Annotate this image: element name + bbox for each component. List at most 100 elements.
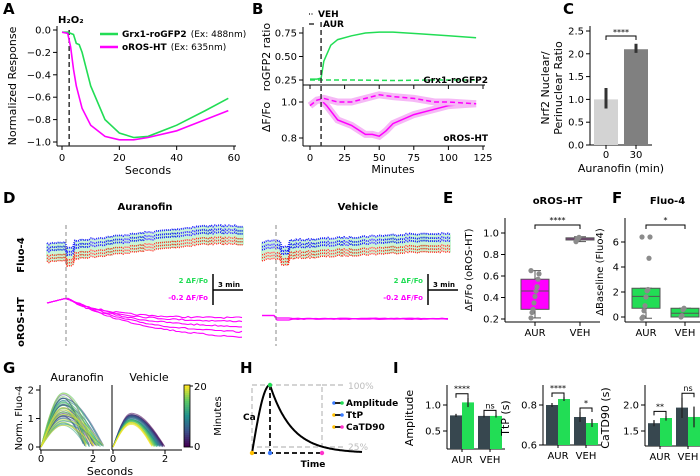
g-colorbar-segment — [184, 395, 190, 398]
h-ylabel: Ca — [243, 413, 256, 423]
h-legend-label: Amplitude — [346, 399, 398, 409]
g-ytick-label: 1 — [28, 414, 34, 425]
i-significance: **** — [550, 384, 566, 393]
f-significance-bracket — [645, 224, 686, 229]
i-bar-green — [688, 416, 700, 446]
b-upper-ytick-label: 0.25 — [275, 76, 297, 87]
g-colorbar-segment — [184, 427, 190, 430]
d-auranofin-fluo4-min-trace — [46, 236, 243, 261]
b-lower-label: oROS-HT — [443, 134, 489, 144]
g-transient-curve — [40, 409, 95, 448]
d-title-auranofin: Auranofin — [117, 202, 172, 213]
g-colorbar-segment — [184, 431, 190, 434]
g-xtick-label: 2 — [162, 454, 168, 465]
b-lower-ytick-label: 1.0 — [281, 98, 297, 109]
e-ytick-label: 0.6 — [483, 272, 499, 283]
i-significance: ns — [683, 384, 692, 393]
e-data-point — [533, 288, 539, 294]
d-scalebar-time: 3 min — [433, 281, 455, 289]
f-ytick-label: 0 — [613, 313, 619, 324]
h-legend-dot — [332, 425, 336, 429]
h-xlabel: Time — [301, 460, 326, 470]
g-colorbar-segment — [184, 393, 190, 396]
i-xtick-label: VEH — [480, 455, 501, 466]
f-xtick-label: VEH — [675, 328, 696, 339]
g-colorbar-segment — [184, 409, 190, 412]
i-bar-dark — [676, 407, 688, 446]
g-xtick-label: 0 — [110, 454, 116, 465]
e-ytick-label: 0.4 — [483, 293, 499, 304]
i-xtick-label: AUR — [547, 451, 568, 462]
panel-label: C — [563, 0, 574, 18]
c-xtick-label: 30 — [630, 150, 643, 161]
a-series-line — [61, 31, 229, 141]
e-xtick-label: AUR — [524, 328, 545, 339]
e-ytick-label: 1.0 — [483, 229, 499, 240]
a-xtick-label: 40 — [170, 153, 183, 164]
i-bar-dark — [546, 405, 558, 445]
i-significance-bracket — [483, 409, 497, 415]
c-ylabel-line1: Nrf2 Nuclear/ — [539, 51, 552, 124]
c-ytick-label: 1.5 — [568, 72, 584, 83]
g-colorbar-segment — [184, 413, 190, 416]
f-data-point — [647, 234, 653, 240]
i-ylabel: Amplitude — [403, 390, 416, 447]
g-colorbar-segment — [184, 421, 190, 424]
d-scalebar-time: 3 min — [218, 281, 240, 289]
d-auranofin-oros-trace — [46, 297, 242, 328]
a-ytick-label: −0.6 — [27, 93, 51, 104]
b-series-aur — [310, 31, 477, 80]
g-colorbar-segment — [184, 403, 190, 406]
a-legend-suffix: (Ex: 488nm) — [191, 30, 247, 40]
g-colorbar-segment — [184, 401, 190, 404]
g-colorbar-segment — [184, 397, 190, 400]
d-auranofin-fluo4-min-trace — [46, 242, 243, 267]
a-ytick-label: −0.2 — [27, 48, 51, 59]
i-ytick-label: 0.8 — [521, 401, 537, 412]
b-xtick-label: 50 — [373, 153, 386, 164]
i-ytick-label: 1.0 — [425, 401, 441, 412]
d-vehicle-fluo4-max-trace — [261, 232, 451, 249]
g-colorbar-segment — [184, 425, 190, 428]
b-legend-aur: AUR — [323, 20, 344, 30]
e-data-point — [531, 300, 537, 306]
i-bar-green — [462, 402, 474, 449]
b-legend-veh: VEH — [318, 10, 339, 20]
f-ytick-label: 2 — [613, 288, 619, 299]
h-level-100: 100% — [348, 382, 374, 392]
h-legend-dot — [340, 401, 344, 405]
a-ytick-label: −1.0 — [27, 138, 51, 149]
d-title-vehicle: Vehicle — [338, 202, 379, 213]
a-series-line — [62, 31, 229, 139]
h-legend-dot — [332, 401, 336, 405]
g-ylabel: Norm. Fluo-4 — [14, 386, 25, 451]
c-significance-bracket — [605, 35, 637, 40]
c-ytick-label: 0.5 — [568, 118, 584, 129]
g-transient-curve — [40, 392, 93, 448]
c-ytick-label: 1.0 — [568, 95, 584, 106]
e-ylabel: ΔF/Fo (oROS-HT) — [464, 228, 475, 311]
g-colorbar-segment — [184, 445, 190, 448]
a-xtick-label: 20 — [113, 153, 126, 164]
g-colorbar-segment — [184, 407, 190, 410]
e-data-point — [530, 306, 536, 312]
f-data-point — [646, 255, 652, 261]
d-vehicle-fluo4-max-trace — [261, 236, 451, 253]
h-level-25: 25% — [348, 443, 368, 453]
g-colorbar-segment — [184, 439, 190, 442]
c-bar — [624, 49, 648, 145]
e-xtick-label: VEH — [570, 328, 591, 339]
i-significance: * — [584, 399, 588, 408]
b-upper-label: Grx1-roGFP2 — [423, 76, 488, 86]
e-data-point — [535, 276, 541, 282]
e-data-point — [536, 271, 542, 277]
panel-label: A — [3, 0, 15, 18]
c-ytick-label: 2.5 — [568, 27, 584, 38]
c-xtick-label: 0 — [603, 150, 609, 161]
f-title: Fluo-4 — [650, 196, 685, 207]
b-upper-ylabel: roGFP2 ratio — [260, 23, 273, 92]
a-annotation: H₂O₂ — [58, 15, 84, 26]
g-colorbar-segment — [184, 405, 190, 408]
f-ytick-label: 6 — [613, 238, 619, 249]
i-xtick-label: VEH — [678, 452, 699, 463]
